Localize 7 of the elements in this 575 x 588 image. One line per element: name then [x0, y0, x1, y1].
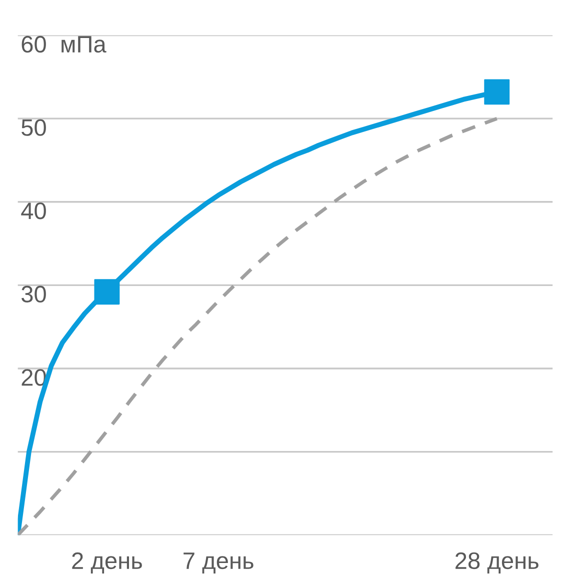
- x-tick-label: 2 день: [72, 552, 142, 574]
- x-tick-label: 28 день: [456, 552, 538, 574]
- x-tick-label: 7 день: [184, 552, 254, 574]
- y-tick-label: 30: [22, 286, 46, 303]
- y-tick-label: 40: [21, 202, 46, 220]
- y-tick-label: 50: [22, 119, 46, 136]
- y-tick-label: 60 мПа: [22, 36, 106, 53]
